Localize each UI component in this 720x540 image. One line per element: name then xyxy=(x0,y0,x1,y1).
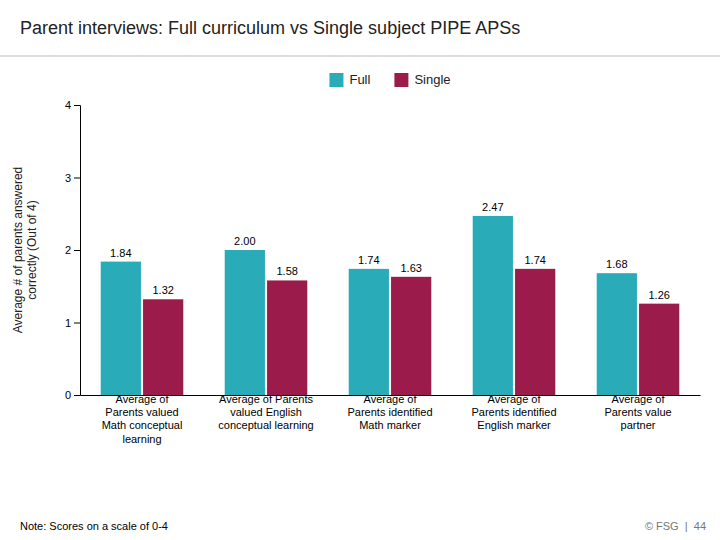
tick-label: Average ofParents identifiedEnglish mark… xyxy=(472,393,557,431)
separator xyxy=(0,56,720,57)
text-line: Parents identified xyxy=(348,406,433,418)
bar xyxy=(225,250,265,395)
text-line: correctly (Out of 4) xyxy=(25,200,39,299)
tick-mark xyxy=(74,250,80,251)
bar xyxy=(143,299,183,395)
bar xyxy=(597,273,637,395)
tick: Average ofParents identifiedMath marker xyxy=(348,393,433,431)
text-line: Math marker xyxy=(359,419,421,431)
tick: Average ofParents valuedMath conceptuall… xyxy=(102,393,183,445)
text-line: English marker xyxy=(477,419,551,431)
legend-swatch xyxy=(329,73,343,87)
legend-label: Full xyxy=(349,72,370,87)
legend-item: Full xyxy=(329,72,370,87)
tick: 0 xyxy=(65,389,80,401)
x-axis: Average ofParents valuedMath conceptuall… xyxy=(81,393,701,445)
footer: © FSG | 44 xyxy=(645,520,706,532)
plot: 0 1 2 3 4 Average ofParents valuedMath concep… xyxy=(11,99,701,445)
bar xyxy=(267,280,307,395)
data-label: 2.47 xyxy=(482,201,503,213)
legend-swatch xyxy=(394,73,408,87)
title: Parent interviews: Full curriculum vs Si… xyxy=(20,18,520,38)
bar xyxy=(473,216,513,395)
tick-mark xyxy=(74,395,80,396)
bar xyxy=(639,304,679,395)
data-label: 1.63 xyxy=(400,262,421,274)
text-line: Math conceptual xyxy=(102,419,183,431)
tick-label: 1 xyxy=(65,317,71,329)
data-label: 1.84 xyxy=(110,247,131,259)
text-line: valued English xyxy=(230,406,302,418)
tick-label: Average of Parentsvalued Englishconceptu… xyxy=(218,393,313,431)
data-label: 2.00 xyxy=(234,235,255,247)
text-line: Parents value xyxy=(604,406,671,418)
bars xyxy=(101,216,680,395)
text-line: Average # of parents answered xyxy=(11,167,25,334)
bar xyxy=(515,269,555,395)
text-line: learning xyxy=(122,433,161,445)
tick-mark xyxy=(74,323,80,324)
tick-label: Average ofParents identifiedMath marker xyxy=(348,393,433,431)
tick-label: Average ofParents valuedMath conceptuall… xyxy=(102,393,183,445)
data-label: 1.58 xyxy=(276,265,297,277)
tick: Average ofParents identifiedEnglish mark… xyxy=(472,393,557,431)
note: Note: Scores on a scale of 0-4 xyxy=(20,520,168,532)
axis-line xyxy=(74,106,81,396)
tick-label: 3 xyxy=(65,172,71,184)
text-line: Parents identified xyxy=(472,406,557,418)
tick: 2 xyxy=(65,244,80,256)
tick-label: Average ofParents valuepartner xyxy=(604,393,671,431)
tick-mark xyxy=(74,105,80,106)
tick: Average ofParents valuepartner xyxy=(604,393,671,431)
tick-label: 2 xyxy=(65,244,71,256)
data-label: 1.68 xyxy=(606,258,627,270)
tick: 1 xyxy=(65,317,80,329)
data-label: 1.26 xyxy=(648,289,669,301)
text-line: Parents valued xyxy=(105,406,178,418)
bar xyxy=(391,277,431,395)
tick-label: 0 xyxy=(65,389,71,401)
tick: 4 xyxy=(65,99,80,111)
data-label: 1.74 xyxy=(524,254,545,266)
y-axis-title: Average # of parents answeredcorrectly (… xyxy=(11,167,39,334)
data-labels: 1.84 2.00 1.74 2.47 1.68 1.32 1.58 1.63 1.74 1.26 xyxy=(110,201,670,301)
legend: Full Single xyxy=(329,72,450,87)
tick-mark xyxy=(74,178,80,179)
tick: Average of Parentsvalued Englishconceptu… xyxy=(218,393,313,431)
tick-label: 4 xyxy=(65,99,71,111)
y-axis: 0 1 2 3 4 xyxy=(65,99,81,401)
chart: Parent interviews: Full curriculum vs Si… xyxy=(0,0,720,540)
data-label: 1.74 xyxy=(358,254,379,266)
legend-label: Single xyxy=(414,72,450,87)
bar xyxy=(101,262,141,395)
tick: 3 xyxy=(65,172,80,184)
text-line: conceptual learning xyxy=(218,419,313,431)
bar xyxy=(349,269,389,395)
text-line: partner xyxy=(621,419,656,431)
data-label: 1.32 xyxy=(152,284,173,296)
legend-item: Single xyxy=(394,72,450,87)
